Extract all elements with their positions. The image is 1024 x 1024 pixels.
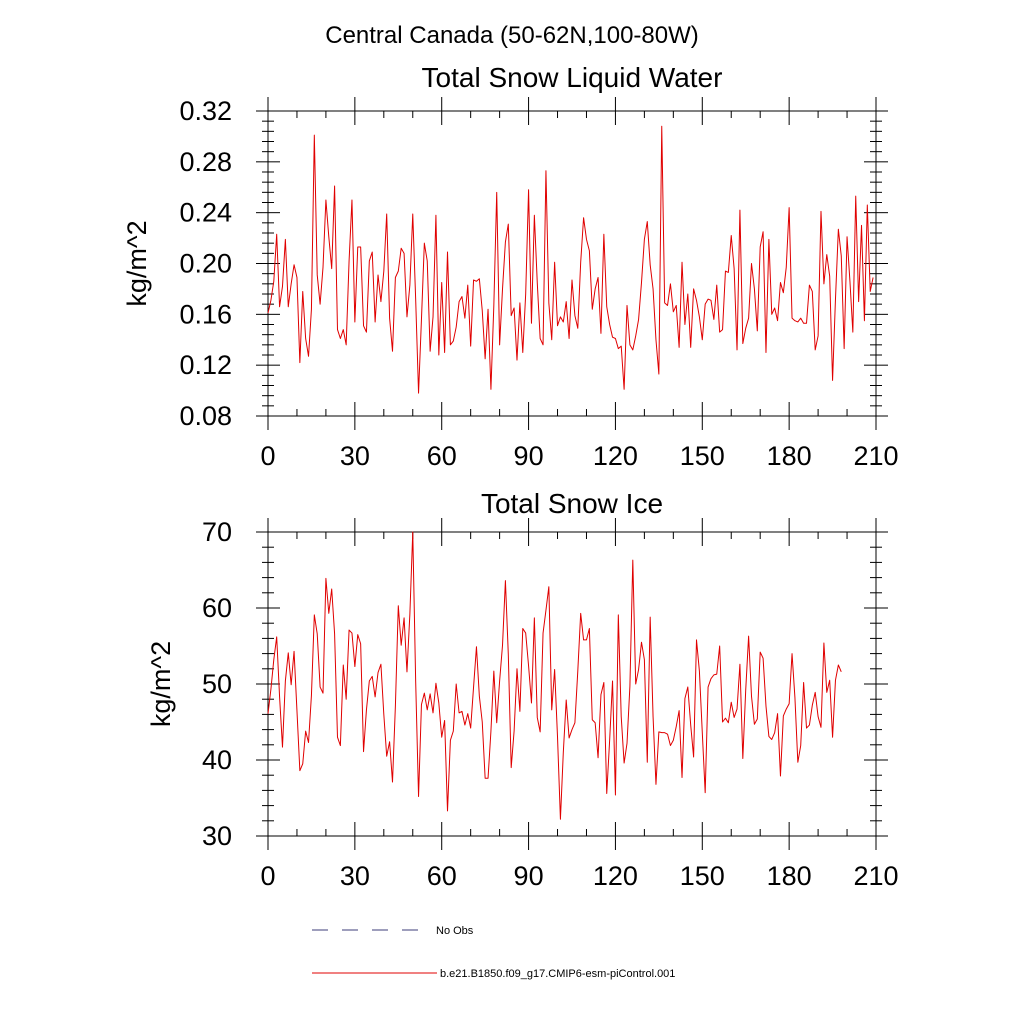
- x-tick-label: 180: [767, 861, 812, 891]
- y-tick-label: 0.16: [179, 299, 232, 329]
- y-tick-label: 0.28: [179, 147, 232, 177]
- panel-title: Total Snow Ice: [481, 488, 663, 519]
- panel-snow-ice: Total Snow Ice 0 30 60 90 120 150 180 210 30 40 50…: [146, 488, 899, 891]
- x-tick-label: 150: [680, 441, 725, 471]
- legend: No Obs b.e21.B1850.f09_g17.CMIP6-esm-piC…: [312, 925, 675, 980]
- plot-frame: [267, 531, 877, 837]
- y-axis-label: kg/m^2: [122, 220, 152, 306]
- y-tick-label: 0.20: [179, 249, 232, 279]
- x-tick-label: 60: [427, 441, 457, 471]
- y-tick-label: 0.32: [179, 96, 232, 126]
- legend-label-model: b.e21.B1850.f09_g17.CMIP6-esm-piControl.…: [440, 968, 675, 980]
- figure-title: Central Canada (50-62N,100-80W): [325, 22, 699, 49]
- y-tick-label: 0.24: [179, 198, 232, 228]
- y-tick-label: 30: [202, 821, 232, 851]
- y-tick-label: 0.12: [179, 350, 232, 380]
- x-tick-label: 0: [260, 441, 275, 471]
- x-tick-label: 210: [853, 861, 898, 891]
- x-tick-label: 60: [427, 861, 457, 891]
- x-tick-label: 120: [593, 861, 638, 891]
- y-axis-label: kg/m^2: [146, 641, 176, 727]
- x-tick-label: 210: [853, 441, 898, 471]
- legend-label-no-obs: No Obs: [436, 925, 474, 937]
- x-tick-label: 90: [514, 861, 544, 891]
- plot-frame: [267, 110, 877, 417]
- series-line: [267, 531, 842, 820]
- y-tick-label: 70: [202, 517, 232, 547]
- x-tick-label: 30: [340, 861, 370, 891]
- x-tick-label: 0: [260, 861, 275, 891]
- y-tick-label: 0.08: [179, 401, 232, 431]
- x-tick-label: 180: [767, 441, 812, 471]
- x-tick-label: 30: [340, 441, 370, 471]
- x-tick-label: 90: [514, 441, 544, 471]
- x-tick-label: 120: [593, 441, 638, 471]
- series-line: [267, 125, 874, 394]
- y-tick-label: 50: [202, 669, 232, 699]
- y-tick-label: 40: [202, 745, 232, 775]
- x-tick-label: 150: [680, 861, 725, 891]
- panel-snow-liquid-water: Total Snow Liquid Water 0 30 60 90 120 150 180…: [122, 62, 899, 471]
- y-tick-label: 60: [202, 593, 232, 623]
- panel-title: Total Snow Liquid Water: [422, 62, 723, 93]
